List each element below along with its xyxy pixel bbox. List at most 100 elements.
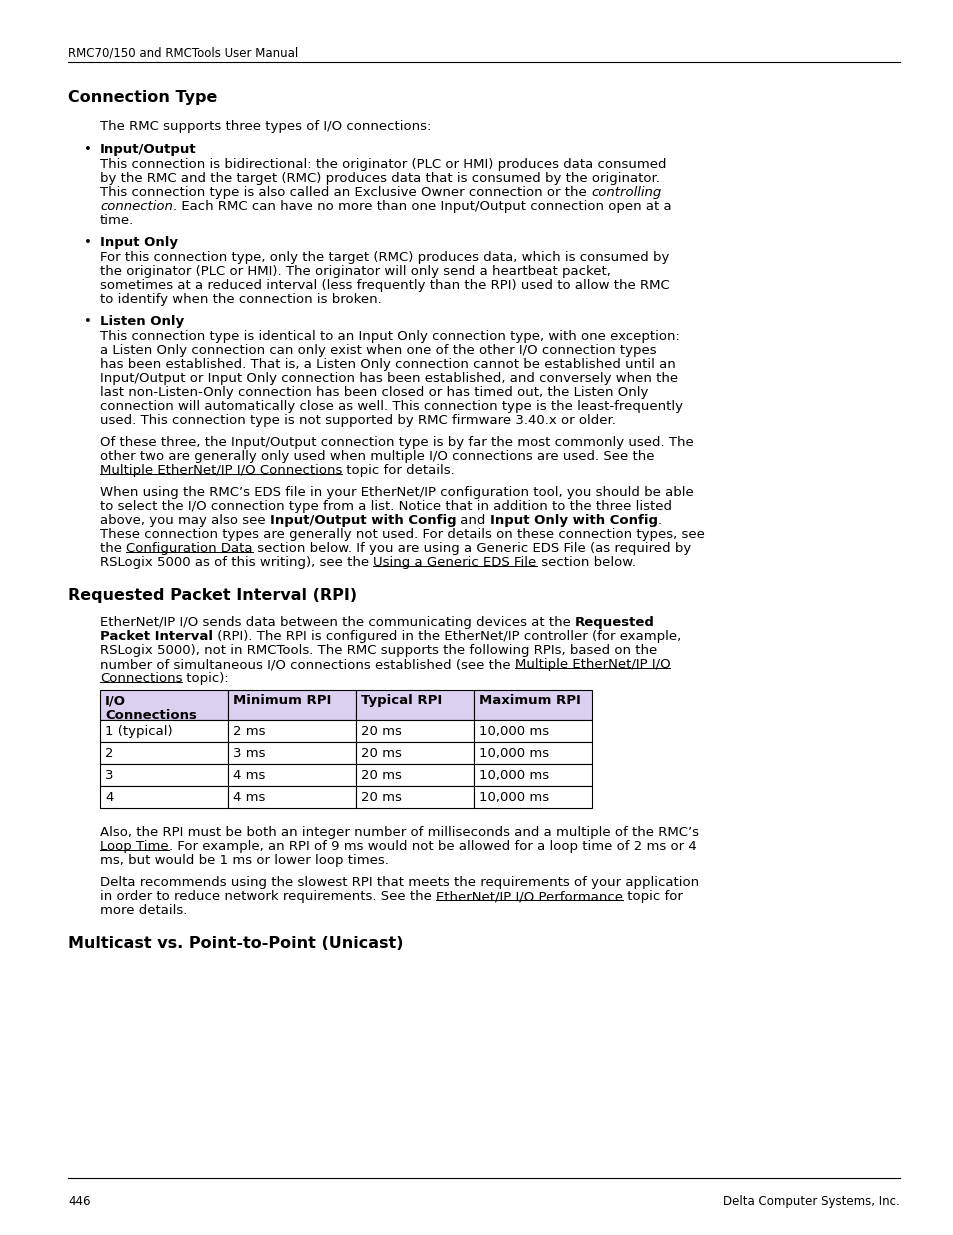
Text: 20 ms: 20 ms [360,790,401,804]
Text: above, you may also see: above, you may also see [100,514,270,527]
Text: Connections: Connections [100,672,182,685]
Text: 20 ms: 20 ms [360,769,401,782]
Text: 10,000 ms: 10,000 ms [478,790,549,804]
Text: Input Only: Input Only [100,236,178,249]
Text: 2 ms: 2 ms [233,725,265,739]
Text: Also, the RPI must be both an integer number of milliseconds and a multiple of t: Also, the RPI must be both an integer nu… [100,826,699,839]
Text: to select the I/O connection type from a list. Notice that in addition to the th: to select the I/O connection type from a… [100,500,671,513]
Bar [228,785,355,808]
Bar [100,690,228,720]
Text: sometimes at a reduced interval (less frequently than the RPI) used to allow the: sometimes at a reduced interval (less fr… [100,279,669,291]
Text: This connection is bidirectional: the originator (PLC or HMI) produces data cons: This connection is bidirectional: the or… [100,158,666,170]
Text: more details.: more details. [100,904,187,918]
Text: Delta recommends using the slowest RPI that meets the requirements of your appli: Delta recommends using the slowest RPI t… [100,876,699,889]
Text: Requested: Requested [575,616,655,629]
Text: Requested Packet Interval (RPI): Requested Packet Interval (RPI) [68,588,356,603]
Bar [228,764,355,785]
Text: section below. If you are using a Generic EDS File (as required by: section below. If you are using a Generi… [253,542,690,555]
Text: Maximum RPI: Maximum RPI [478,694,580,706]
Text: Connection Type: Connection Type [68,90,217,105]
Text: the: the [100,542,126,555]
Text: RSLogix 5000 as of this writing), see the: RSLogix 5000 as of this writing), see th… [100,556,373,569]
Text: Input/Output: Input/Output [100,143,196,156]
Text: 3 ms: 3 ms [233,747,265,760]
Text: time.: time. [100,214,134,227]
Text: 10,000 ms: 10,000 ms [478,769,549,782]
Text: . For example, an RPI of 9 ms would not be allowed for a loop time of 2 ms or 4: . For example, an RPI of 9 ms would not … [169,840,696,853]
Text: connection will automatically close as well. This connection type is the least-f: connection will automatically close as w… [100,400,682,412]
Text: to identify when the connection is broken.: to identify when the connection is broke… [100,293,381,306]
Bar [474,690,592,720]
Text: RMC70/150 and RMCTools User Manual: RMC70/150 and RMCTools User Manual [68,47,298,61]
Text: EtherNet/IP I/O sends data between the communicating devices at the: EtherNet/IP I/O sends data between the c… [100,616,575,629]
Text: •: • [84,143,91,156]
Text: Of these three, the Input/Output connection type is by far the most commonly use: Of these three, the Input/Output connect… [100,436,693,450]
Bar [100,720,228,742]
Text: other two are generally only used when multiple I/O connections are used. See th: other two are generally only used when m… [100,450,654,463]
Text: Packet Interval: Packet Interval [100,630,213,643]
Text: (RPI). The RPI is configured in the EtherNet/IP controller (for example,: (RPI). The RPI is configured in the Ethe… [213,630,680,643]
Text: 446: 446 [68,1195,91,1208]
Bar [100,742,228,764]
Bar [474,720,592,742]
Text: topic):: topic): [182,672,229,685]
Text: I/O
Connections: I/O Connections [105,694,196,722]
Text: Minimum RPI: Minimum RPI [233,694,331,706]
Text: number of simultaneous I/O connections established (see the: number of simultaneous I/O connections e… [100,658,515,671]
Text: These connection types are generally not used. For details on these connection t: These connection types are generally not… [100,529,704,541]
Text: by the RMC and the target (RMC) produces data that is consumed by the originator: by the RMC and the target (RMC) produces… [100,172,659,185]
Text: This connection type is also called an Exclusive Owner connection or the: This connection type is also called an E… [100,186,590,199]
Text: Loop Time: Loop Time [100,840,169,853]
Text: •: • [84,315,91,329]
Text: topic for: topic for [622,890,682,903]
Text: EtherNet/IP I/O Performance: EtherNet/IP I/O Performance [436,890,622,903]
Text: 4 ms: 4 ms [233,769,265,782]
Text: has been established. That is, a Listen Only connection cannot be established un: has been established. That is, a Listen … [100,358,675,370]
Text: Typical RPI: Typical RPI [360,694,442,706]
Text: a Listen Only connection can only exist when one of the other I/O connection typ: a Listen Only connection can only exist … [100,345,656,357]
Text: 20 ms: 20 ms [360,725,401,739]
Text: 2: 2 [105,747,113,760]
Text: Input/Output or Input Only connection has been established, and conversely when : Input/Output or Input Only connection ha… [100,372,678,385]
Text: Listen Only: Listen Only [100,315,184,329]
Text: connection: connection [100,200,172,212]
Text: •: • [84,236,91,249]
Text: the originator (PLC or HMI). The originator will only send a heartbeat packet,: the originator (PLC or HMI). The origina… [100,266,610,278]
Bar [474,785,592,808]
Bar [474,764,592,785]
Text: used. This connection type is not supported by RMC firmware 3.40.x or older.: used. This connection type is not suppor… [100,414,616,427]
Text: Using a Generic EDS File: Using a Generic EDS File [373,556,536,569]
Text: 10,000 ms: 10,000 ms [478,725,549,739]
Bar [100,764,228,785]
Bar [228,720,355,742]
Text: last non-Listen-Only connection has been closed or has timed out, the Listen Onl: last non-Listen-Only connection has been… [100,387,648,399]
Text: Multiple EtherNet/IP I/O: Multiple EtherNet/IP I/O [515,658,670,671]
Text: This connection type is identical to an Input Only connection type, with one exc: This connection type is identical to an … [100,330,679,343]
Text: When using the RMC’s EDS file in your EtherNet/IP configuration tool, you should: When using the RMC’s EDS file in your Et… [100,487,693,499]
Bar [355,690,474,720]
Bar [228,690,355,720]
Text: Multicast vs. Point-to-Point (Unicast): Multicast vs. Point-to-Point (Unicast) [68,936,403,951]
Text: Multiple EtherNet/IP I/O Connections: Multiple EtherNet/IP I/O Connections [100,464,342,477]
Text: 4 ms: 4 ms [233,790,265,804]
Text: controlling: controlling [590,186,660,199]
Bar [100,785,228,808]
Bar [355,785,474,808]
Text: in order to reduce network requirements. See the: in order to reduce network requirements.… [100,890,436,903]
Bar [355,764,474,785]
Text: section below.: section below. [536,556,635,569]
Bar [355,742,474,764]
Text: .: . [658,514,661,527]
Text: . Each RMC can have no more than one Input/Output connection open at a: . Each RMC can have no more than one Inp… [172,200,671,212]
Text: Configuration Data: Configuration Data [126,542,253,555]
Text: ms, but would be 1 ms or lower loop times.: ms, but would be 1 ms or lower loop time… [100,853,389,867]
Bar [474,742,592,764]
Bar [228,742,355,764]
Text: For this connection type, only the target (RMC) produces data, which is consumed: For this connection type, only the targe… [100,251,669,264]
Text: 20 ms: 20 ms [360,747,401,760]
Text: 1 (typical): 1 (typical) [105,725,172,739]
Text: 3: 3 [105,769,113,782]
Text: RSLogix 5000), not in RMCTools. The RMC supports the following RPIs, based on th: RSLogix 5000), not in RMCTools. The RMC … [100,643,657,657]
Text: Input/Output with Config: Input/Output with Config [270,514,456,527]
Text: Input Only with Config: Input Only with Config [490,514,658,527]
